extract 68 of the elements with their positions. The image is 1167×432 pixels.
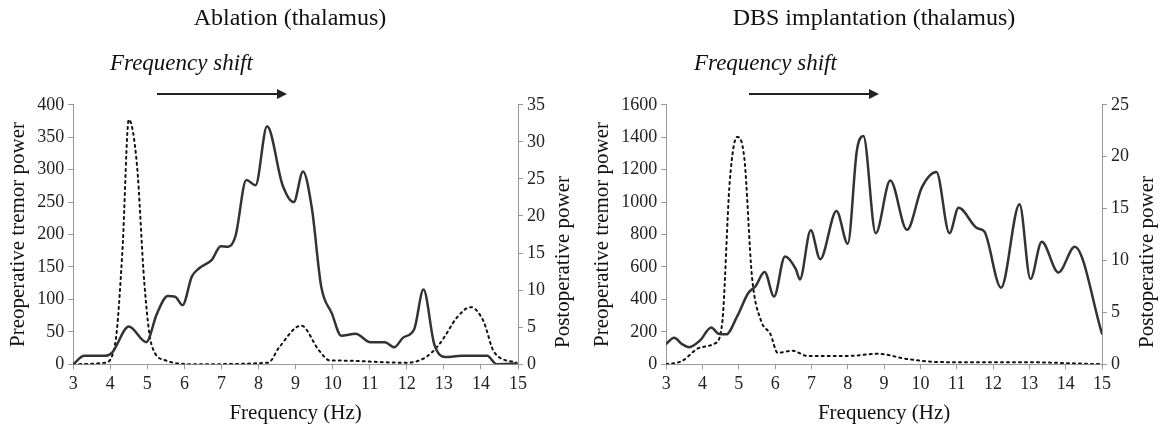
y-tick-label: 300 [37, 158, 65, 179]
y2-tick-label: 25 [1111, 93, 1129, 114]
x-tick-label: 6 [770, 372, 780, 393]
y-tick-label: 1000 [621, 190, 658, 211]
y-tick-label: 200 [630, 320, 658, 341]
y-tick-label: 250 [37, 190, 65, 211]
x-tick-label: 15 [1093, 372, 1111, 393]
y2-axis-title: Postoperative power [1133, 175, 1159, 349]
x-tick-label: 13 [434, 372, 453, 393]
y2-axis-title: Postoperative power [549, 175, 575, 349]
chart-title: Ablation (thalamus) [192, 4, 388, 31]
y-tick-label: 1400 [621, 125, 658, 146]
x-tick-label: 6 [179, 372, 189, 393]
y-tick-label: 0 [55, 352, 65, 373]
y-tick-label: 0 [648, 352, 658, 373]
y2-tick-label: 10 [527, 278, 545, 299]
y-tick-label: 200 [37, 223, 65, 244]
y2-tick-label: 5 [527, 315, 536, 336]
x-tick-label: 8 [843, 372, 853, 393]
x-tick-label: 7 [216, 372, 226, 393]
y-tick-label: 400 [630, 288, 658, 309]
x-tick-label: 14 [1056, 372, 1075, 393]
x-tick-label: 11 [948, 372, 966, 393]
y-tick-label: 1200 [621, 158, 658, 179]
y-axis-title: Preoperative tremor power [5, 121, 30, 348]
x-tick-label: 5 [734, 372, 744, 393]
y2-tick-label: 25 [527, 167, 545, 188]
x-tick-label: 15 [509, 372, 527, 393]
x-tick-label: 4 [105, 372, 115, 393]
y2-tick-label: 10 [1111, 249, 1129, 270]
x-tick-label: 4 [698, 372, 708, 393]
y-tick-label: 350 [37, 125, 65, 146]
y2-tick-label: 20 [1111, 145, 1129, 166]
x-tick-label: 3 [68, 372, 78, 393]
text: Frequency shift [694, 50, 837, 76]
y2-tick-label: 15 [527, 241, 545, 262]
chart-title: DBS implantation (thalamus) [731, 4, 1017, 31]
x-tick-label: 12 [397, 372, 416, 393]
x-axis-title: Frequency (Hz) [817, 399, 951, 424]
x-tick-label: 14 [471, 372, 490, 393]
x-tick-label: 8 [254, 372, 264, 393]
y2-tick-label: 5 [1111, 301, 1120, 322]
x-tick-label: 10 [911, 372, 930, 393]
y-tick-label: 1600 [621, 93, 658, 114]
x-tick-label: 11 [361, 372, 379, 393]
y2-tick-label: 0 [1111, 352, 1120, 373]
x-tick-label: 7 [806, 372, 816, 393]
x-tick-label: 9 [291, 372, 301, 393]
y-tick-label: 400 [37, 93, 65, 114]
text: Frequency shift [110, 50, 253, 76]
x-axis-title: Frequency (Hz) [229, 399, 362, 424]
x-tick-label: 3 [661, 372, 671, 393]
y-tick-label: 150 [37, 255, 65, 276]
y2-tick-label: 15 [1111, 197, 1129, 218]
y2-tick-label: 30 [527, 130, 545, 151]
x-tick-label: 12 [984, 372, 1003, 393]
y-axis-title: Preoperative tremor power [589, 121, 614, 348]
y-tick-label: 50 [46, 320, 65, 341]
x-tick-label: 10 [323, 372, 342, 393]
x-tick-label: 9 [879, 372, 889, 393]
y2-tick-label: 35 [527, 93, 545, 114]
y2-tick-label: 20 [527, 204, 545, 225]
y-tick-label: 600 [630, 255, 658, 276]
y-tick-label: 800 [630, 223, 658, 244]
y-tick-label: 100 [37, 288, 65, 309]
x-tick-label: 5 [142, 372, 152, 393]
y2-tick-label: 0 [527, 352, 536, 373]
x-tick-label: 13 [1020, 372, 1039, 393]
